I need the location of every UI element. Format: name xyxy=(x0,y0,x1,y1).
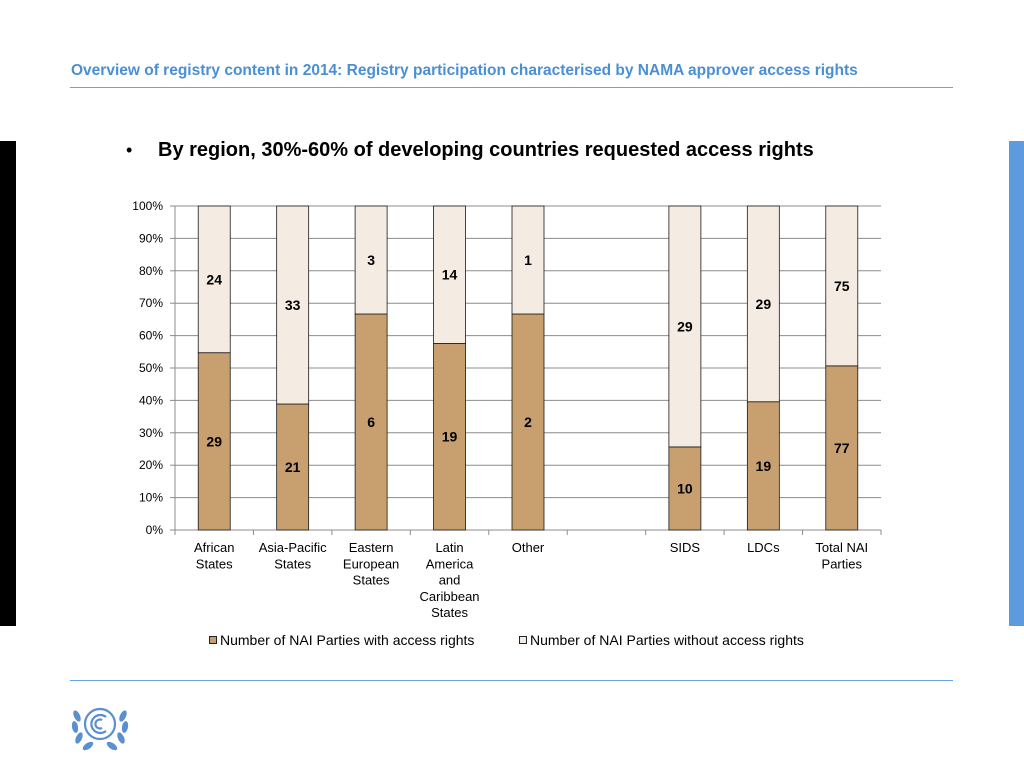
chart-legend: Number of NAI Parties with access rights… xyxy=(0,632,1024,652)
y-tick-label: 100% xyxy=(132,199,163,213)
x-category-label: States xyxy=(274,556,311,571)
x-category-label: States xyxy=(353,573,390,588)
y-tick-label: 90% xyxy=(139,231,163,245)
y-tick-label: 70% xyxy=(139,296,163,310)
y-tick-label: 0% xyxy=(146,523,164,537)
right-edge-bar xyxy=(1009,141,1024,626)
y-tick-label: 40% xyxy=(139,393,163,407)
footer-divider xyxy=(70,680,953,681)
data-label: 24 xyxy=(206,271,222,287)
title-divider xyxy=(70,87,953,88)
x-category-label: Total NAI xyxy=(815,540,868,555)
x-category-label: Eastern xyxy=(349,540,394,555)
bar-segment-without-access xyxy=(668,205,702,448)
data-label: 19 xyxy=(442,429,458,445)
data-label: 77 xyxy=(834,440,850,456)
data-label: 21 xyxy=(285,459,301,475)
bullet-text: By region, 30%-60% of developing countri… xyxy=(158,139,814,161)
data-label: 6 xyxy=(367,414,375,430)
x-category-label: and xyxy=(439,573,461,588)
legend-label-with-access: Number of NAI Parties with access rights xyxy=(220,632,475,648)
left-edge-bar xyxy=(0,141,16,626)
data-label: 29 xyxy=(206,433,222,449)
x-category-label: African xyxy=(194,540,234,555)
bar-segment-with-access xyxy=(746,401,780,531)
y-tick-label: 60% xyxy=(139,329,163,343)
bar-segment-with-access xyxy=(511,313,545,531)
bar-segment-without-access xyxy=(825,205,859,367)
x-category-label: Parties xyxy=(822,556,863,571)
data-label: 75 xyxy=(834,278,850,294)
bar-segment-with-access xyxy=(197,352,231,531)
y-tick-label: 10% xyxy=(139,491,163,505)
legend-label-without-access: Number of NAI Parties without access rig… xyxy=(530,632,804,648)
data-label: 14 xyxy=(442,267,458,283)
data-label: 29 xyxy=(756,296,772,312)
unfccc-emblem-icon xyxy=(71,707,129,751)
y-tick-label: 80% xyxy=(139,264,163,278)
data-label: 19 xyxy=(756,458,772,474)
x-category-label: SIDS xyxy=(670,540,701,555)
x-category-label: European xyxy=(343,556,399,571)
x-category-label: Other xyxy=(512,540,545,555)
legend-swatch-without-access xyxy=(519,636,527,644)
x-category-label: States xyxy=(431,605,468,620)
data-label: 2 xyxy=(524,414,532,430)
data-label: 3 xyxy=(367,252,375,268)
y-tick-label: 30% xyxy=(139,426,163,440)
legend-item-without-access: Number of NAI Parties without access rig… xyxy=(519,632,804,648)
data-label: 29 xyxy=(677,318,693,334)
x-category-label: America xyxy=(426,556,474,571)
x-category-label: Asia-Pacific xyxy=(259,540,327,555)
bar-segment-with-access xyxy=(276,403,310,531)
y-tick-label: 50% xyxy=(139,361,163,375)
data-label: 10 xyxy=(677,480,693,496)
bar-segment-without-access xyxy=(746,205,780,403)
legend-swatch-with-access xyxy=(209,636,217,644)
bar-segment-without-access xyxy=(511,205,545,315)
bullet-marker: • xyxy=(126,140,133,160)
x-category-label: LDCs xyxy=(747,540,780,555)
bar-segment-without-access xyxy=(276,205,310,405)
x-category-label: Caribbean xyxy=(420,589,480,604)
data-label: 1 xyxy=(524,252,532,268)
bar-segment-without-access xyxy=(354,205,388,315)
bar-segment-with-access xyxy=(825,365,859,531)
data-label: 33 xyxy=(285,297,301,313)
bar-segment-without-access xyxy=(433,205,466,344)
slide-title: Overview of registry content in 2014: Re… xyxy=(71,62,858,79)
x-category-label: Latin xyxy=(435,540,463,555)
y-tick-label: 20% xyxy=(139,458,163,472)
bar-segment-with-access xyxy=(354,313,388,531)
bar-segment-without-access xyxy=(197,205,231,354)
legend-item-with-access: Number of NAI Parties with access rights xyxy=(209,632,474,648)
stacked-bar-chart: 0% 10% 20% 30% 40% 50% 60% 70% 80% 90% 100% 29 24 Afr… xyxy=(132,199,882,620)
x-category-label: States xyxy=(196,556,233,571)
